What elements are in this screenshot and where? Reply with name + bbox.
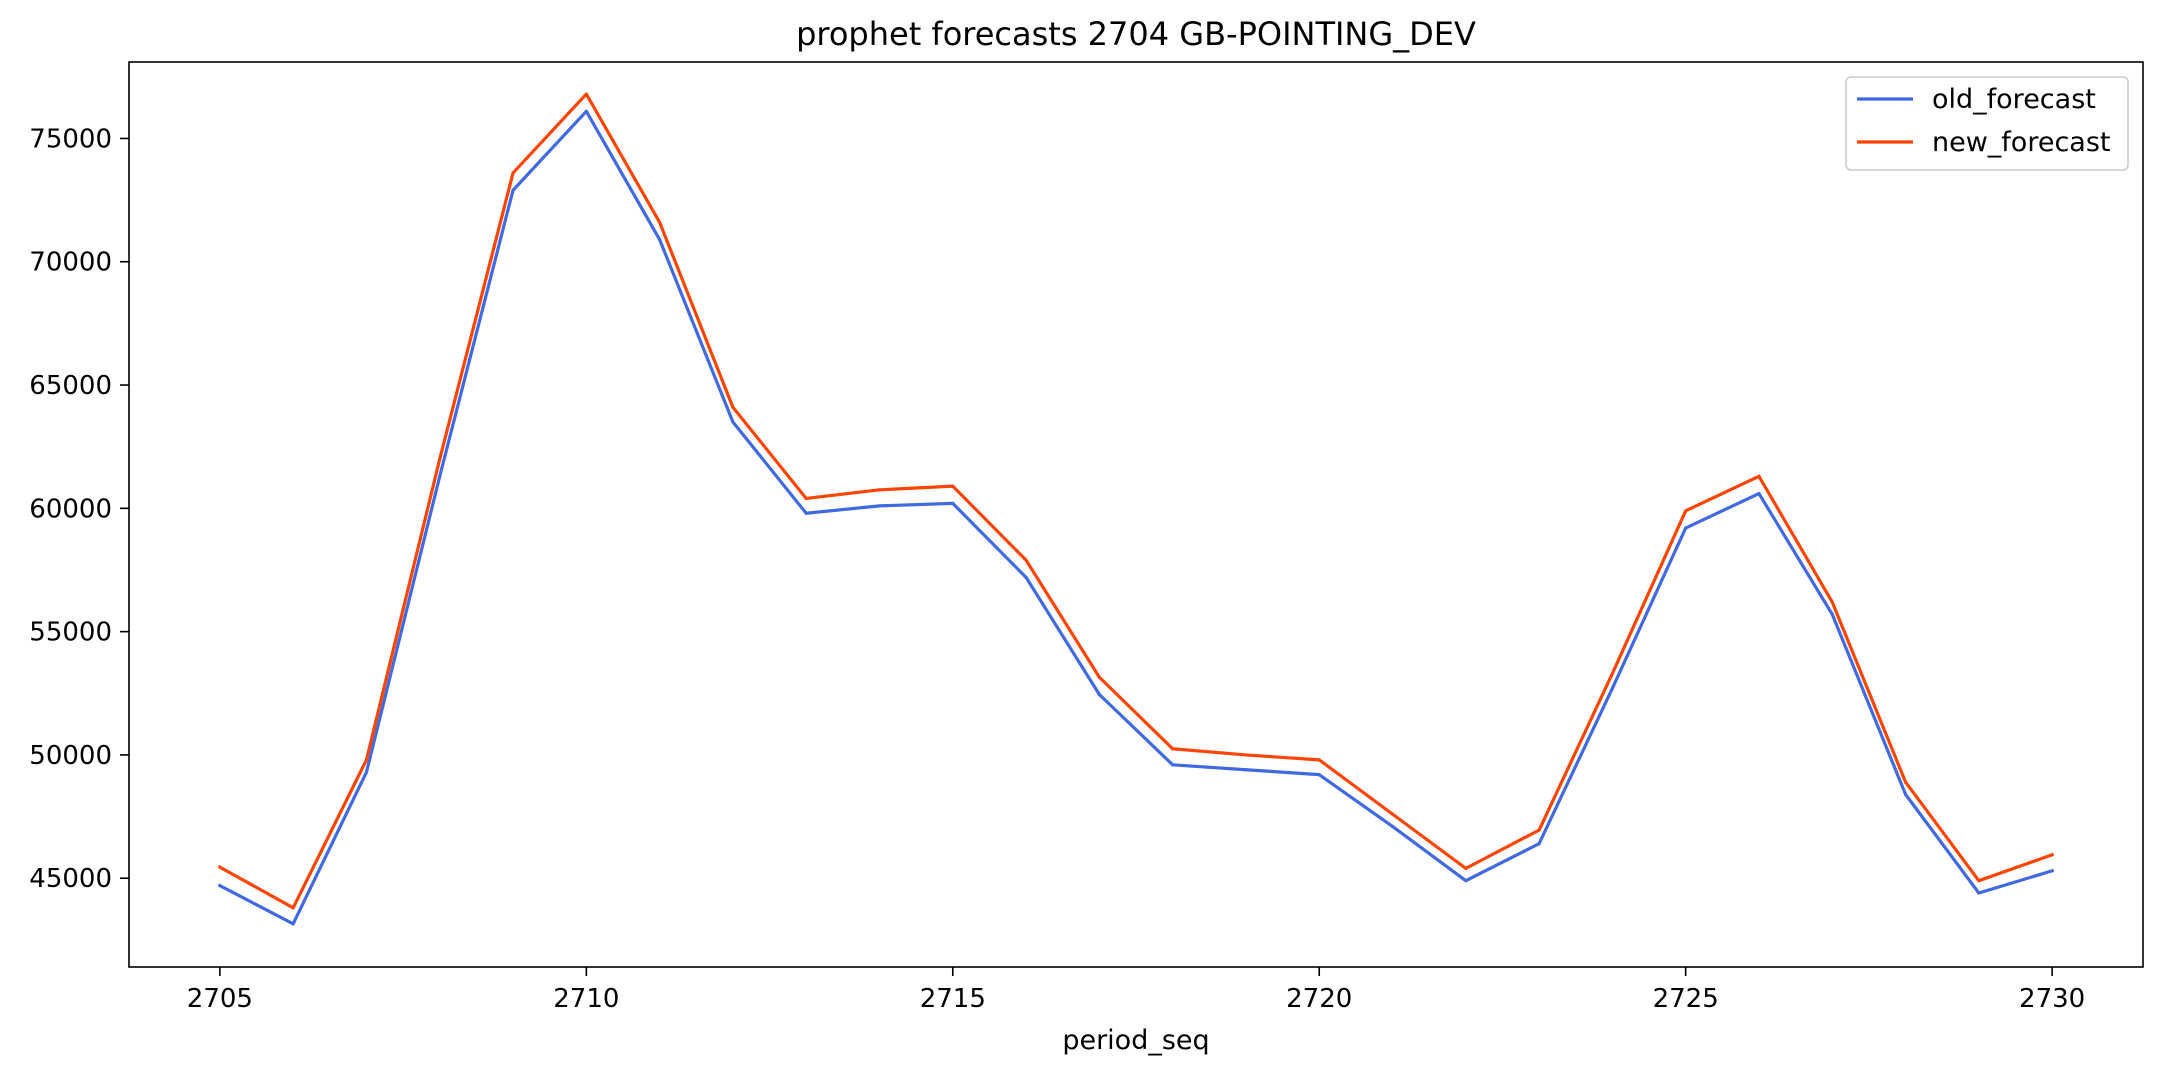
series-line-old_forecast (217, 109, 2055, 926)
x-tick-label: 2725 (1653, 984, 1719, 1014)
legend-label-new_forecast: new_forecast (1932, 127, 2111, 158)
data-point-old_forecast (511, 188, 515, 192)
data-point-old_forecast (291, 922, 295, 926)
data-point-new_forecast (1830, 600, 1834, 604)
x-tick-label: 2720 (1286, 984, 1352, 1014)
data-point-new_forecast (2050, 853, 2054, 857)
data-point-old_forecast (1684, 526, 1688, 530)
data-point-new_forecast (804, 496, 808, 501)
data-point-old_forecast (658, 237, 662, 242)
data-point-new_forecast (1610, 671, 1614, 676)
data-point-old_forecast (1537, 842, 1541, 846)
data-point-old_forecast (877, 504, 882, 508)
data-point-new_forecast (1537, 828, 1541, 832)
x-tick-label: 2710 (553, 984, 619, 1014)
plot-frame (128, 61, 2144, 968)
x-tick-label: 2705 (187, 984, 253, 1014)
data-point-old_forecast (1757, 491, 1761, 496)
y-tick-label: 65000 (29, 371, 112, 401)
data-point-old_forecast (1464, 879, 1468, 883)
data-point-new_forecast (364, 758, 369, 762)
data-point-old_forecast (1977, 891, 1981, 895)
data-point-old_forecast (1244, 768, 1248, 772)
legend-label-old_forecast: old_forecast (1932, 84, 2096, 115)
x-tick-label: 2715 (920, 984, 986, 1014)
y-tick-label: 50000 (29, 741, 112, 771)
data-point-new_forecast (1464, 866, 1468, 870)
data-point-new_forecast (1684, 509, 1688, 513)
data-point-new_forecast (1097, 675, 1101, 679)
data-point-old_forecast (1171, 763, 1175, 767)
data-point-old_forecast (804, 511, 808, 515)
data-point-old_forecast (584, 109, 588, 113)
data-point-new_forecast (1757, 474, 1761, 478)
y-tick-label: 60000 (29, 494, 112, 524)
data-point-new_forecast (218, 865, 222, 869)
series-line-new_forecast (217, 92, 2055, 910)
legend: old_forecast new_forecast (1845, 76, 2129, 171)
y-tick-label: 55000 (29, 618, 112, 648)
data-point-new_forecast (1977, 879, 1981, 883)
data-point-new_forecast (584, 92, 588, 96)
x-tick-label: 2730 (2019, 984, 2085, 1014)
data-point-old_forecast (1903, 792, 1908, 796)
data-point-old_forecast (1097, 692, 1101, 697)
data-point-new_forecast (877, 488, 882, 492)
x-axis-label: period_seq (1062, 1025, 1209, 1056)
data-point-old_forecast (364, 770, 369, 774)
plot-area: 2705 2710 2715 2720 2725 2730 45000 50000 55000 6… (29, 61, 2144, 1014)
y-tick-label: 45000 (29, 864, 112, 894)
data-point-old_forecast (2050, 869, 2054, 873)
data-point-old_forecast (731, 420, 735, 424)
data-point-old_forecast (1610, 686, 1614, 690)
y-tick-label: 75000 (29, 124, 112, 154)
legend-box (1845, 76, 2129, 171)
data-point-old_forecast (218, 884, 222, 888)
y-tick-label: 70000 (29, 248, 112, 278)
data-point-old_forecast (951, 501, 955, 506)
data-point-new_forecast (438, 457, 442, 461)
data-point-new_forecast (291, 906, 295, 910)
data-point-old_forecast (1390, 824, 1395, 829)
data-point-new_forecast (1024, 558, 1028, 562)
data-point-new_forecast (1317, 758, 1321, 762)
data-point-old_forecast (1024, 575, 1028, 579)
data-point-old_forecast (438, 474, 442, 478)
data-point-new_forecast (731, 405, 735, 409)
data-point-new_forecast (1171, 747, 1175, 751)
data-point-old_forecast (1830, 612, 1834, 616)
data-point-new_forecast (658, 220, 662, 224)
data-point-new_forecast (1903, 780, 1908, 784)
data-point-new_forecast (1244, 753, 1248, 757)
data-point-new_forecast (511, 171, 515, 175)
data-point-new_forecast (1390, 812, 1395, 816)
data-point-new_forecast (951, 484, 955, 488)
chart-title: prophet forecasts 2704 GB-POINTING_DEV (796, 15, 1476, 53)
data-point-old_forecast (1317, 773, 1321, 777)
